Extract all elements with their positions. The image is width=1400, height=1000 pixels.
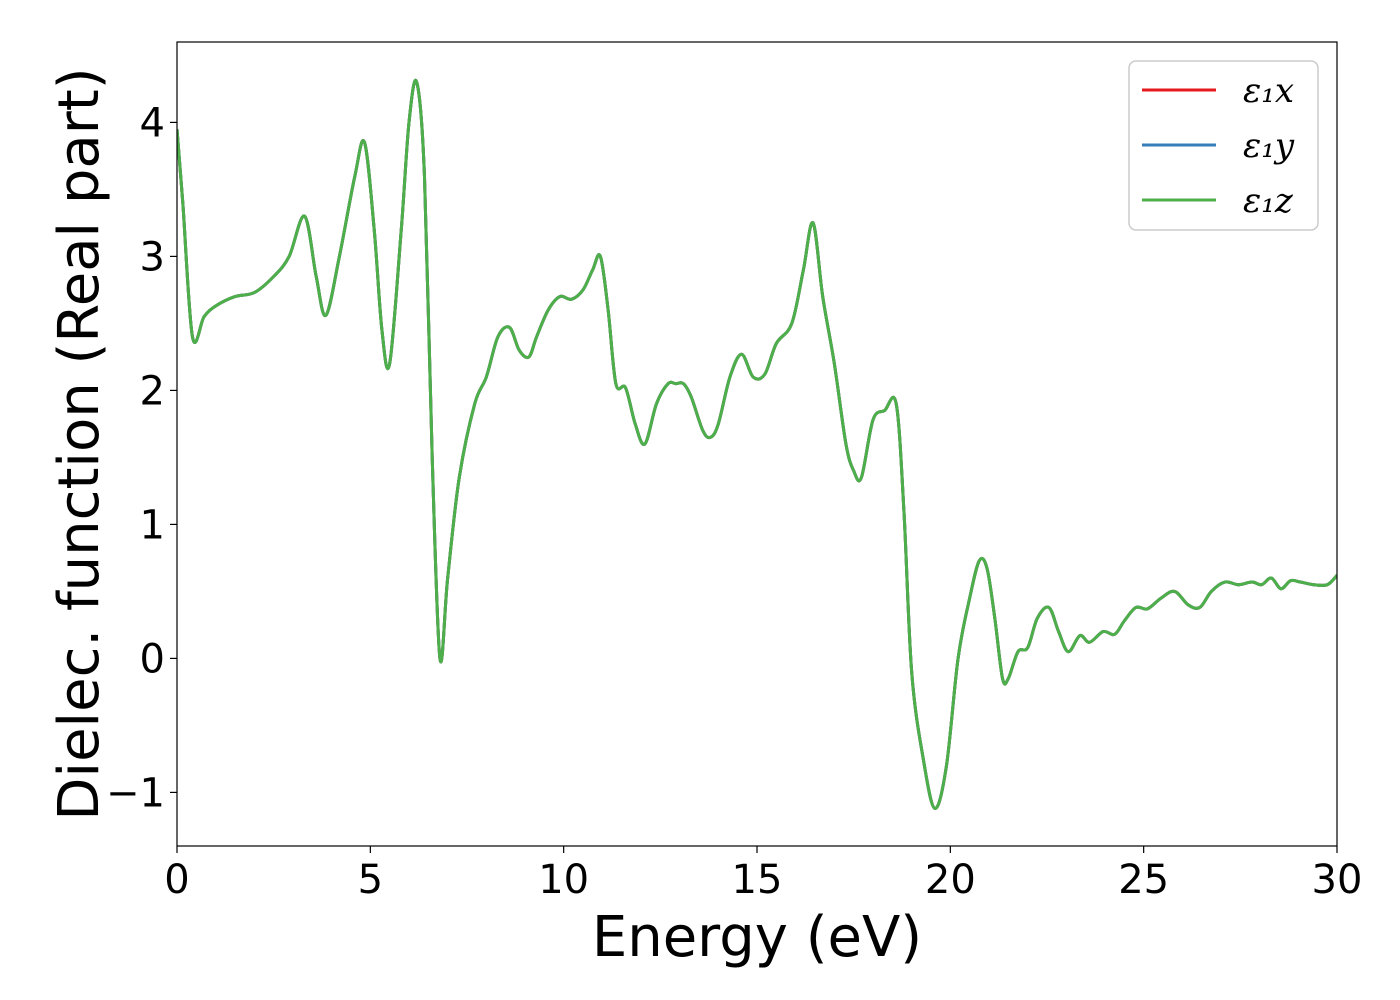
legend-label-2: ε₁z (1243, 181, 1294, 221)
legend-frame (1128, 60, 1319, 231)
x-tick-label: 5 (358, 857, 383, 903)
y-tick-label: −1 (106, 770, 165, 816)
x-tick-label: 10 (538, 857, 589, 903)
legend-label-1: ε₁y (1243, 126, 1295, 166)
x-axis-title: Energy (eV) (592, 905, 922, 970)
legend: ε₁x ε₁y ε₁z (1128, 60, 1319, 231)
series-line-2 (177, 78, 1337, 810)
y-axis-title: Dielec. function (Real part) (47, 67, 112, 820)
x-axis: 0 5 10 15 20 25 30 (164, 846, 1362, 903)
series-layer (177, 78, 1337, 810)
y-tick-label: 2 (140, 368, 165, 414)
y-tick-label: 3 (140, 234, 165, 280)
y-tick-label: 4 (140, 100, 165, 146)
x-tick-label: 15 (732, 857, 783, 903)
legend-label-0: ε₁x (1243, 71, 1294, 111)
y-tick-label: 1 (140, 502, 165, 548)
x-tick-label: 25 (1118, 857, 1169, 903)
x-tick-label: 30 (1312, 857, 1363, 903)
y-tick-label: 0 (140, 636, 165, 682)
x-tick-label: 20 (925, 857, 976, 903)
x-tick-label: 0 (164, 857, 189, 903)
y-axis: −1 0 1 2 3 4 (106, 100, 177, 816)
